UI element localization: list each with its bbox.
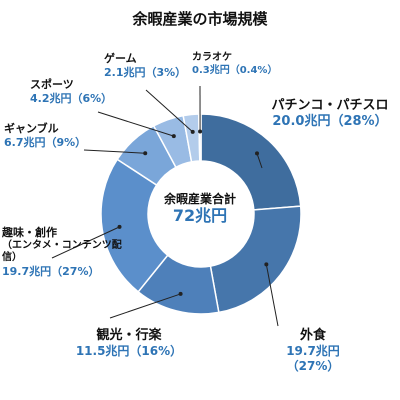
chart-title: 余暇産業の市場規模: [132, 10, 268, 28]
label-karaoke: カラオケ 0.3兆円（0.4%）: [192, 52, 278, 76]
leader-dot: [178, 291, 183, 296]
label-kanko: 観光・行楽 11.5兆円（16%）: [75, 328, 183, 359]
total-label: 余暇産業合計: [163, 192, 236, 206]
label-gaishoku: 外食 19.7兆円（27%）: [286, 328, 340, 374]
total-value: 72兆円: [172, 206, 228, 226]
leader-line: [109, 293, 181, 319]
leader-dot: [190, 129, 195, 134]
leader-line: [83, 149, 146, 154]
donut-slice: [100, 158, 169, 293]
label-shumi: 趣味・創作 （エンタメ・コンテンツ配信） 19.7兆円（27%）: [2, 226, 122, 278]
label-pachinko: パチンコ・パチスロ 20.0兆円（28%）: [271, 98, 389, 130]
leader-dot: [117, 224, 122, 229]
leader-dot: [264, 262, 269, 267]
leader-line: [265, 264, 279, 327]
label-sports: スポーツ 4.2兆円（6%）: [30, 78, 113, 105]
leader-dot: [198, 129, 203, 134]
leader-line: [51, 226, 120, 259]
donut-slice: [209, 205, 302, 314]
leader-dot: [171, 134, 176, 139]
leader-line: [97, 111, 174, 137]
label-game: ゲーム 2.1兆円（3%）: [104, 52, 187, 79]
leader-dot: [143, 151, 148, 156]
label-gamble: ギャンブル 6.7兆円（9%）: [4, 122, 87, 149]
leader-line: [256, 153, 263, 169]
leader-dot: [255, 151, 260, 156]
donut-center-label: 余暇産業合計 72兆円: [140, 192, 260, 226]
leader-line: [145, 89, 194, 133]
